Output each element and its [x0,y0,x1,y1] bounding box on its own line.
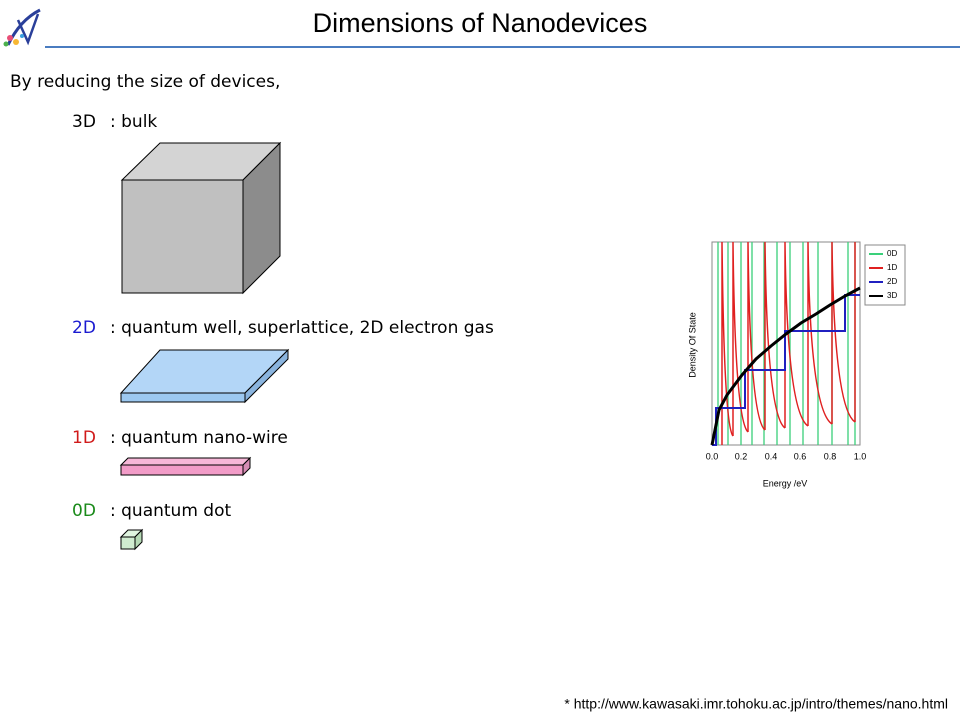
x-tick-label: 0.6 [794,451,807,461]
x-tick-label: 0.2 [735,451,748,461]
dos-figure: 0D 1D 2D 3D 0.0 0.2 0.4 0.6 0.8 1.0 Ener… [687,241,906,488]
item-description: : bulk [110,112,157,132]
curve-1d [721,241,856,445]
x-tick-label: 0.4 [765,451,778,461]
x-tick-label: 0.8 [824,451,837,461]
x-tick-label: 0.0 [706,451,719,461]
wire-1d [119,456,252,477]
item-label: 3D [72,112,96,132]
dot-0d [119,528,144,551]
item-description: : quantum nano-wire [110,428,288,448]
item-description: : quantum dot [110,501,231,521]
cube-3d [120,141,282,295]
item-label: 2D [72,318,96,338]
legend-label: 2D [887,277,897,286]
legend-label: 0D [887,249,897,258]
item-description: : quantum well, superlattice, 2D electro… [110,318,494,338]
item-label: 1D [72,428,96,448]
title: Dimensions of Nanodevices [313,8,648,38]
x-tick-label: 1.0 [854,451,867,461]
legend-label: 3D [887,291,897,300]
logo [3,8,41,47]
curve-3d [710,286,861,446]
item-label: 0D [72,501,96,521]
legend-label: 1D [887,263,897,272]
slab-2d [119,348,290,404]
footer-source: * http://www.kawasaki.imr.tohoku.ac.jp/i… [564,696,948,712]
x-axis-label: Energy /eV [763,478,808,488]
y-axis-label: Density Of State [687,312,697,378]
intro: By reducing the size of devices, [10,72,280,92]
